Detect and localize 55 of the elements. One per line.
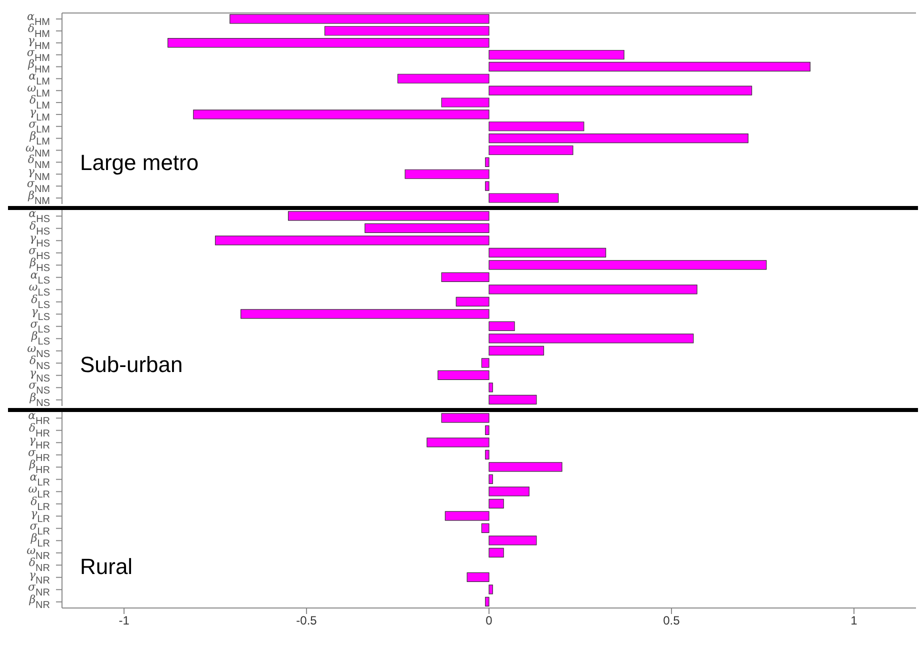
bar bbox=[364, 223, 490, 234]
bar bbox=[485, 157, 490, 167]
bar bbox=[488, 394, 537, 405]
bar bbox=[488, 334, 694, 344]
bar bbox=[488, 50, 624, 60]
bar bbox=[488, 548, 504, 558]
bar bbox=[488, 62, 810, 72]
bar bbox=[488, 584, 493, 594]
bar bbox=[288, 211, 490, 221]
x-tick-label: 0.5 bbox=[663, 614, 680, 628]
annotation: Sub-urban bbox=[80, 352, 183, 378]
bar bbox=[168, 38, 490, 48]
bar bbox=[441, 413, 490, 423]
bar bbox=[441, 98, 490, 108]
bar bbox=[230, 14, 490, 24]
bar bbox=[488, 122, 584, 132]
x-tick-label: -1 bbox=[118, 614, 130, 628]
bar bbox=[441, 272, 490, 282]
bar bbox=[466, 572, 490, 582]
x-tick-label: 1 bbox=[850, 614, 858, 628]
bar bbox=[426, 438, 490, 448]
bar bbox=[485, 596, 490, 607]
bar bbox=[488, 462, 562, 472]
bar bbox=[488, 193, 559, 203]
bar bbox=[485, 181, 490, 191]
bar bbox=[324, 26, 490, 36]
bar bbox=[488, 536, 537, 546]
bar bbox=[488, 498, 504, 509]
bar bbox=[488, 321, 515, 332]
bar bbox=[438, 370, 490, 380]
x-tick-label: -0.5 bbox=[296, 614, 318, 628]
bar bbox=[488, 284, 698, 294]
bar bbox=[444, 511, 490, 521]
bar bbox=[404, 169, 490, 179]
bar bbox=[488, 260, 767, 270]
annotation: Large metro bbox=[80, 150, 199, 176]
bar bbox=[481, 358, 490, 368]
bar bbox=[488, 134, 748, 144]
bar bbox=[214, 236, 490, 246]
bar bbox=[397, 74, 490, 84]
x-tick-label: 0 bbox=[486, 614, 493, 628]
bar bbox=[485, 450, 490, 460]
bar bbox=[456, 296, 490, 307]
bar bbox=[488, 346, 544, 356]
bar bbox=[485, 425, 490, 436]
annotation: Rural bbox=[80, 554, 133, 580]
bar bbox=[488, 248, 606, 258]
bar bbox=[193, 110, 490, 120]
bar bbox=[488, 86, 752, 96]
bar bbox=[488, 486, 530, 496]
bar bbox=[240, 309, 490, 319]
bar bbox=[488, 145, 574, 156]
bar bbox=[481, 523, 490, 534]
bar bbox=[488, 382, 493, 392]
bar bbox=[488, 474, 493, 484]
